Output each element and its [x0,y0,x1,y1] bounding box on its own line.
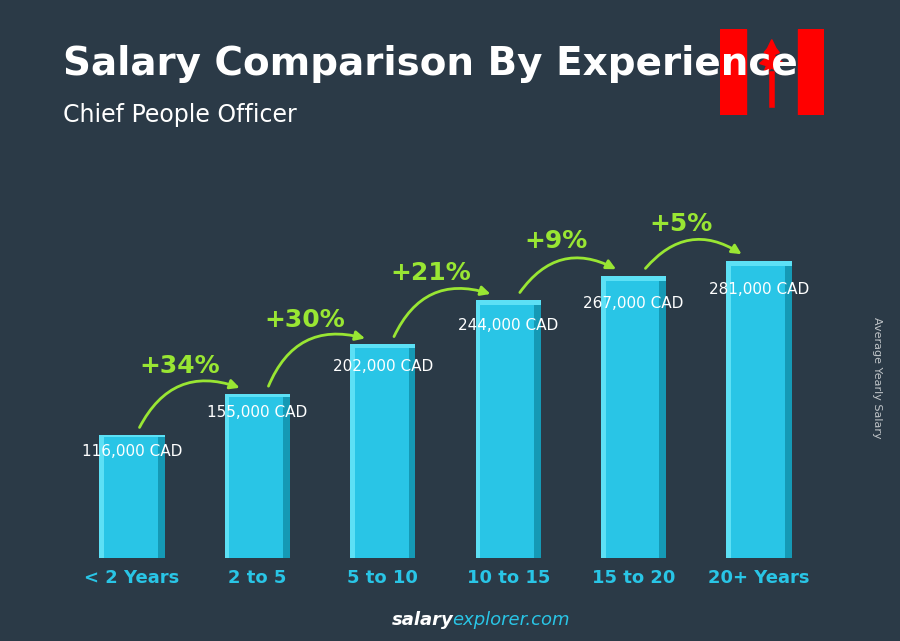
Text: 116,000 CAD: 116,000 CAD [82,444,182,459]
Text: Chief People Officer: Chief People Officer [63,103,297,126]
Text: +30%: +30% [265,308,346,332]
Text: +9%: +9% [524,229,588,253]
Bar [475,300,541,304]
Text: +34%: +34% [140,354,220,378]
FancyArrowPatch shape [645,239,739,269]
Bar [601,276,666,281]
Text: 281,000 CAD: 281,000 CAD [709,282,809,297]
Text: 202,000 CAD: 202,000 CAD [333,360,433,374]
Bar [409,344,416,558]
Bar [225,394,230,558]
Bar [726,261,731,558]
Bar [350,344,355,558]
Bar [720,29,746,115]
Bar [475,300,481,558]
Text: +21%: +21% [390,262,471,285]
Text: 244,000 CAD: 244,000 CAD [458,318,558,333]
Bar [601,276,666,558]
Bar [475,300,541,558]
Polygon shape [760,40,784,74]
Text: explorer.com: explorer.com [452,611,570,629]
Bar [601,276,606,558]
Text: Average Yearly Salary: Average Yearly Salary [872,317,883,439]
Text: Salary Comparison By Experience: Salary Comparison By Experience [63,45,797,83]
Bar [284,394,290,558]
Bar [797,29,824,115]
Bar [158,435,165,558]
Bar [99,435,165,437]
Bar [225,394,290,397]
Bar [726,261,792,267]
Bar [350,344,416,558]
FancyArrowPatch shape [140,381,237,428]
FancyArrowPatch shape [394,287,488,337]
FancyArrowPatch shape [268,332,362,386]
Text: +5%: +5% [650,212,713,236]
Bar [660,276,666,558]
Bar [225,394,290,558]
Bar [726,261,792,558]
Bar [534,300,541,558]
Bar [99,435,104,558]
Bar [99,435,165,558]
Text: 267,000 CAD: 267,000 CAD [583,296,684,310]
Bar [350,344,416,348]
Bar [785,261,792,558]
Text: salary: salary [392,611,454,629]
FancyArrowPatch shape [520,258,613,292]
Text: 155,000 CAD: 155,000 CAD [207,406,308,420]
